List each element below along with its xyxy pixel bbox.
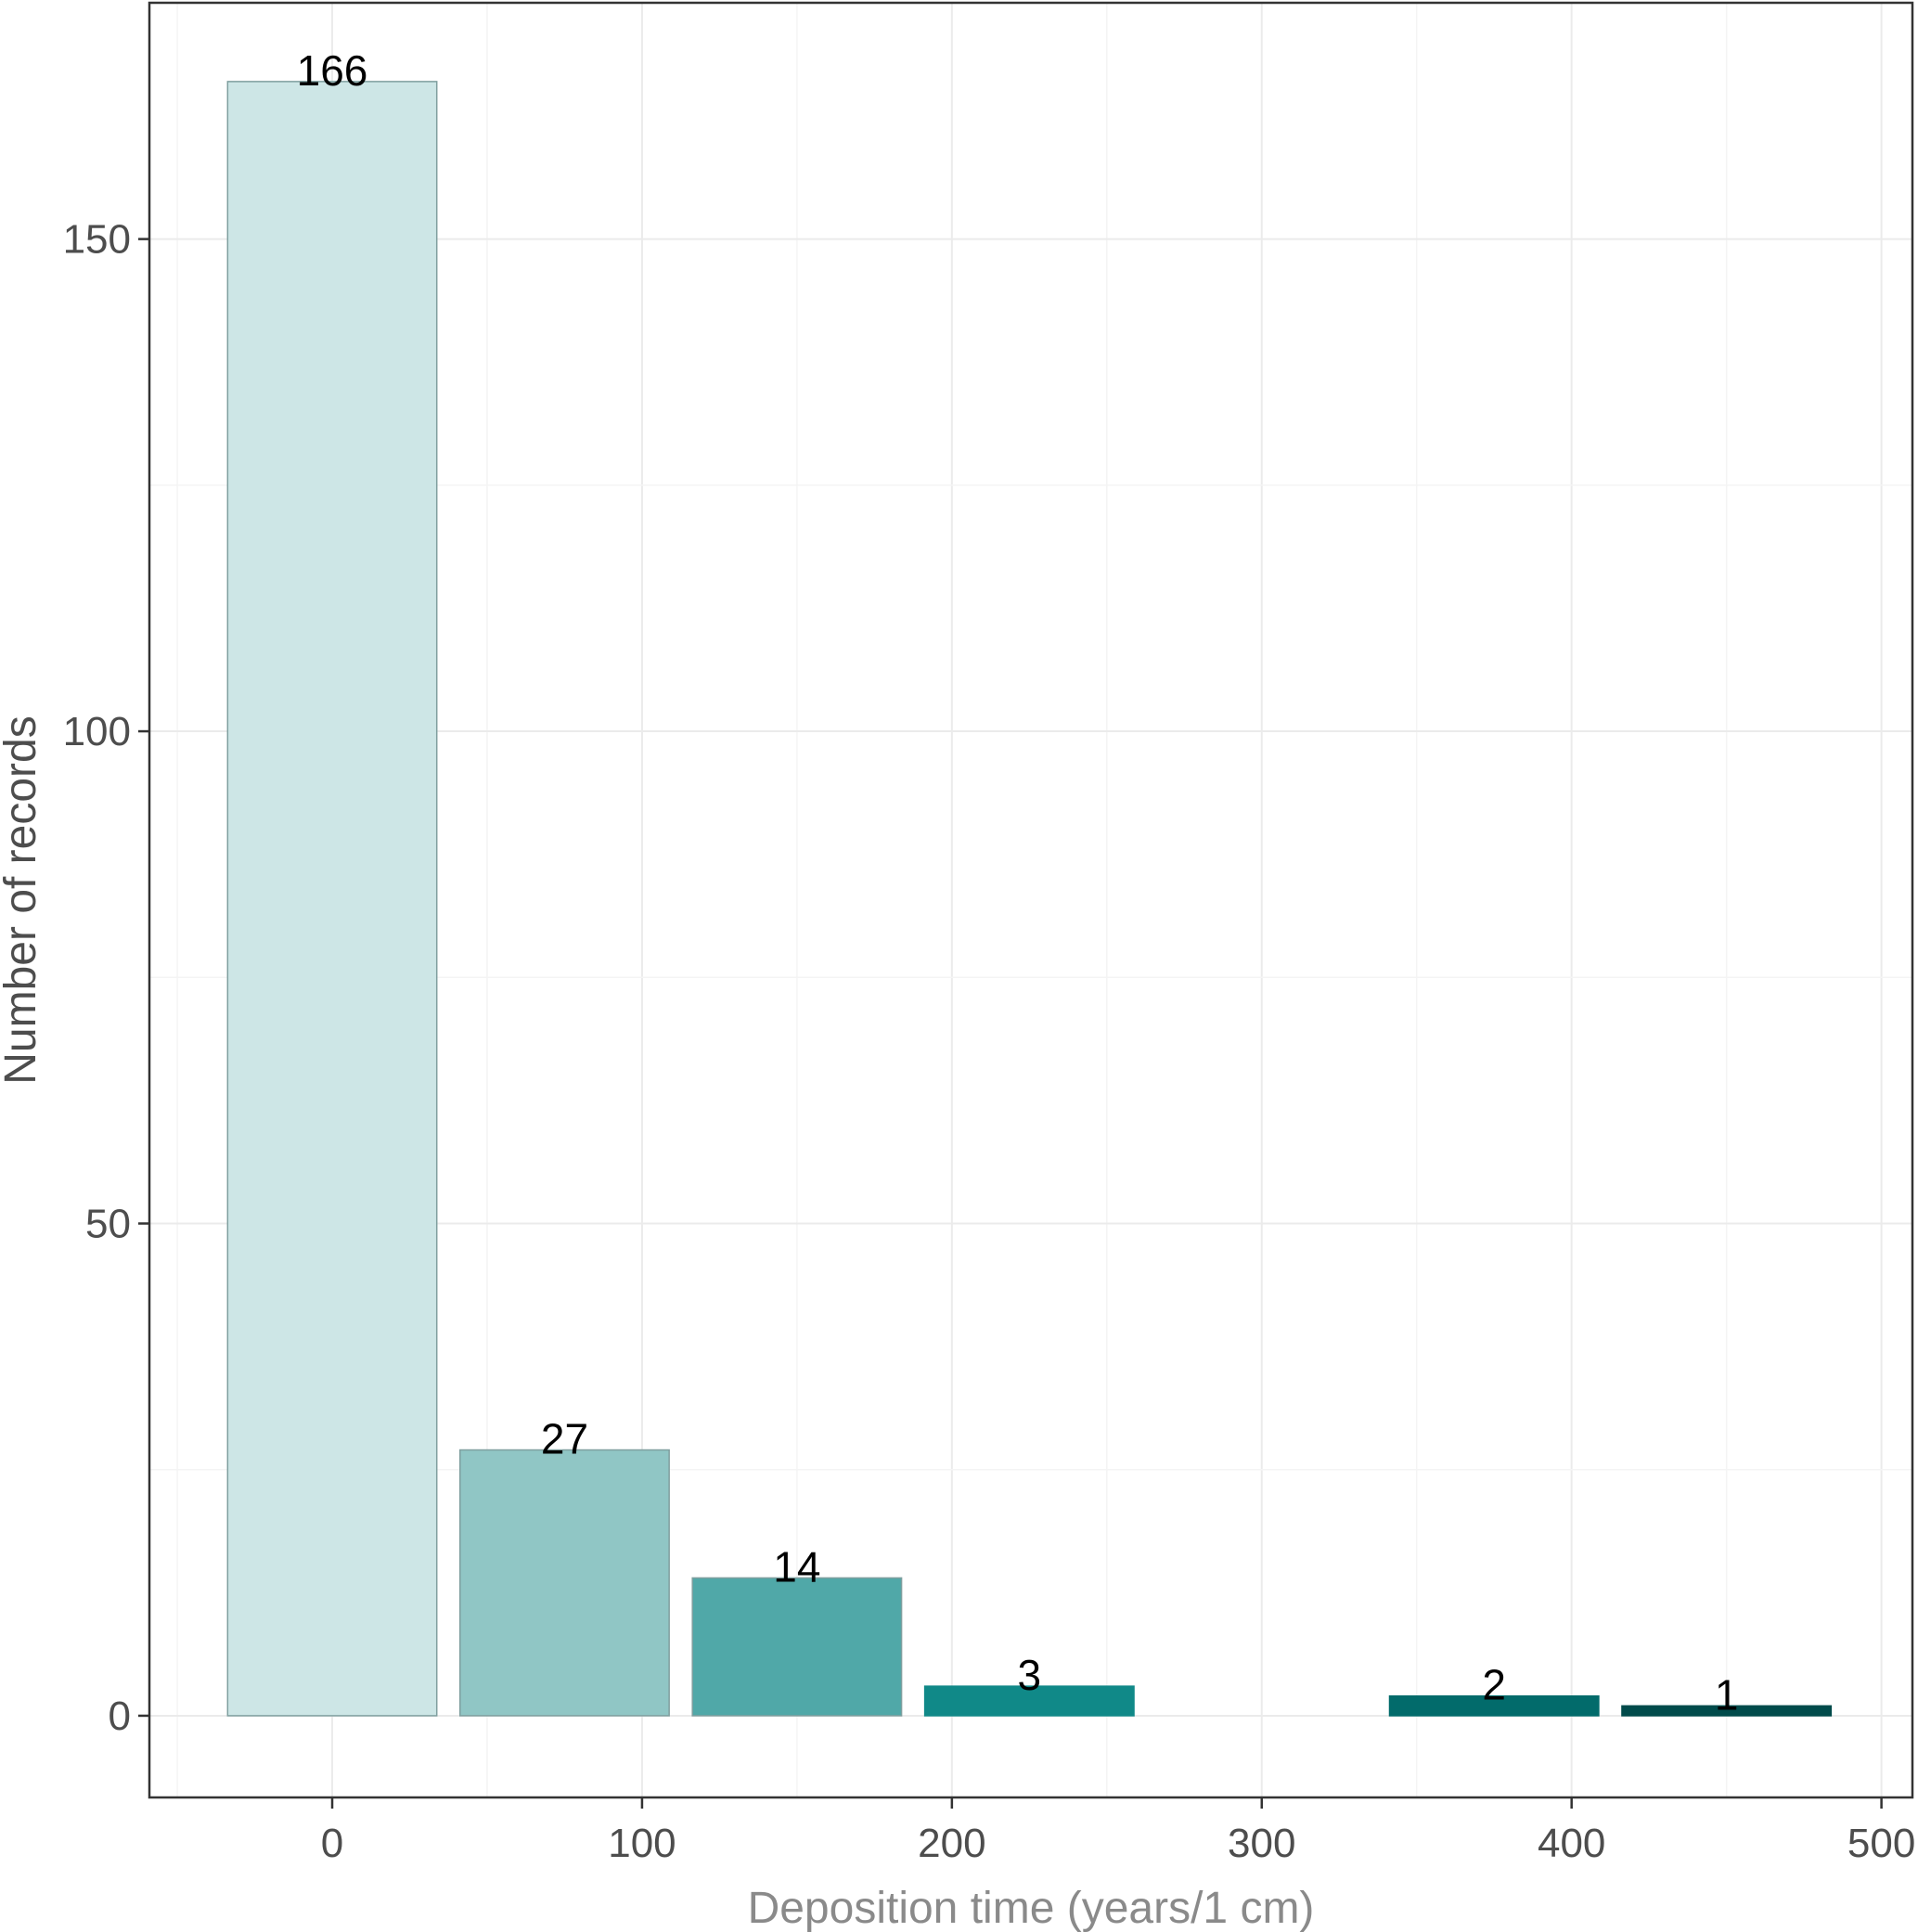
bar-label-5: 1 <box>1715 1670 1739 1719</box>
x-axis-ticks: 0 100 200 300 400 500 <box>321 1797 1915 1866</box>
data-labels: 166 27 14 3 2 1 <box>297 46 1739 1719</box>
bar-label-2: 14 <box>773 1542 820 1591</box>
x-tick-label-2: 200 <box>918 1821 985 1866</box>
y-tick-label-2: 100 <box>63 709 131 754</box>
bar-label-0: 166 <box>297 46 368 95</box>
bar-1 <box>459 1449 670 1717</box>
y-axis-title: Number of records <box>0 715 45 1084</box>
bar-label-1: 27 <box>541 1415 588 1463</box>
y-tick-label-0: 0 <box>109 1694 131 1739</box>
x-tick-label-0: 0 <box>321 1821 343 1866</box>
x-axis-title: Deposition time (years/1 cm) <box>748 1884 1315 1932</box>
bars <box>226 81 1833 1717</box>
plot-frame <box>148 1 1914 1799</box>
bar-4 <box>1388 1694 1600 1717</box>
x-tick-label-4: 400 <box>1538 1821 1605 1866</box>
bar-0 <box>226 81 438 1717</box>
bar-2 <box>691 1577 903 1717</box>
bar-3 <box>923 1685 1135 1717</box>
x-tick-label-5: 500 <box>1847 1821 1915 1866</box>
y-axis-ticks: 0 50 100 150 <box>63 217 149 1739</box>
bar-5 <box>1621 1705 1833 1717</box>
y-tick-label-3: 150 <box>63 217 131 263</box>
bar-label-4: 2 <box>1482 1661 1506 1709</box>
x-tick-label-1: 100 <box>608 1821 676 1866</box>
y-tick-label-1: 50 <box>85 1202 131 1247</box>
bar-label-3: 3 <box>1018 1651 1042 1699</box>
x-tick-label-3: 300 <box>1228 1821 1295 1866</box>
